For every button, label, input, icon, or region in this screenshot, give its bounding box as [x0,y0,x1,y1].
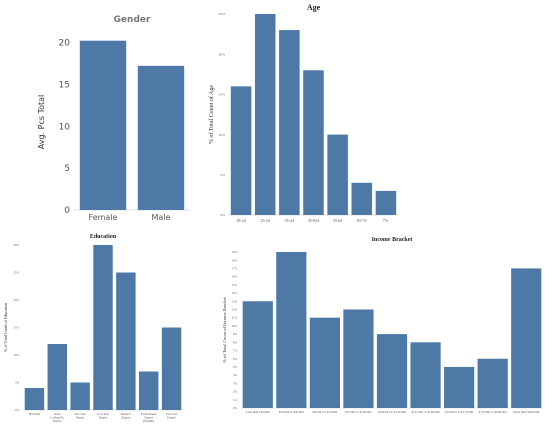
education-bar [116,272,136,410]
education-ytick-label: 10% [14,353,20,357]
age-category-label: 75+ [383,218,390,223]
gender-ytick-label: 20 [59,39,71,49]
income-ytick-label: 1% [233,398,238,402]
education-ylabel: % of Total Count of Education [3,303,8,352]
age-ytick-label: 10% [219,133,226,137]
education-category-label: Some College/No Degree [50,412,64,423]
income-ytick-label: 19% [232,250,238,254]
education-bar [93,245,113,410]
income-ytick-label: 15% [232,283,238,287]
income-bar [343,309,374,408]
income-category-label: $150,001 to $175,000 [445,410,473,415]
education-bar [139,371,159,410]
education-ytick-label: 5% [15,381,20,385]
age-category-label: 18-24 [236,218,245,223]
income-category-label: Less than $10,000 [246,410,270,415]
income-category-label: $100,001 to $125,000 [378,410,406,415]
age-category-label: 35-44 [285,218,294,223]
income-ytick-label: 2% [233,390,238,394]
income-bar [309,317,340,408]
income-category-label: More than $200,000 [513,410,539,415]
gender-category-label: Male [152,213,171,222]
income-ytick-label: 3% [233,381,238,385]
gender-ylabel: Avg. Pcs Total [37,95,46,150]
income-category-label: $75,001 to $100,000 [345,410,372,415]
education-title: Education [90,234,117,240]
age-bar [327,134,348,215]
education-category-label: Four Year Degree [97,412,109,419]
income-title: Income Bracket [372,237,413,243]
income-category-label: $175,001 to $200,000 [479,410,507,415]
gender-bar [79,40,127,211]
gender-ytick-label: 0 [64,206,70,216]
age-ytick-label: 20% [219,52,226,56]
age-bar [375,190,397,215]
age-ytick-label: 0% [220,213,225,217]
income-category-label: $10,000 to $50,000 [279,410,304,415]
age-ytick-label: 5% [220,173,225,177]
education-bar [47,344,67,410]
education-category-label: Master's Degree [121,412,132,419]
income-category-label: $125,001 to $150,000 [412,410,440,415]
income-ytick-label: 4% [233,373,238,377]
education-ytick-label: 25% [14,271,20,275]
education-ytick-label: 20% [14,298,20,302]
age-ytick-label: 25% [219,12,226,16]
age-bar [351,182,373,215]
income-ytick-label: 10% [232,324,238,328]
education-bar [161,327,182,410]
income-ytick-label: 14% [232,291,238,295]
income-bar [276,252,307,408]
income-ytick-label: 17% [232,266,238,270]
age-bar [303,70,324,215]
education-category-label: Two Year Degree [74,412,85,419]
income-ytick-label: 11% [232,316,238,320]
income-ytick-label: 16% [232,275,238,279]
age-title: Age [307,3,321,12]
income-ytick-label: 6% [233,357,238,361]
income-bar [477,358,508,408]
gender-bar [137,65,185,210]
age-bar [279,30,300,215]
income-ytick-label: 5% [233,365,238,369]
gender-ytick-label: 10 [59,122,71,132]
income-category-label: $50,001 to $75,000 [312,410,337,415]
age-category-label: 65-74 [357,218,366,223]
education-category-label: Doctoral Degree [166,412,177,419]
age-bar [230,86,252,215]
education-bar [70,382,90,410]
income-ytick-label: 12% [232,308,238,312]
age-category-label: 25-34 [261,218,270,223]
gender-ytick-label: 15 [59,80,70,90]
age-ylabel: % of Total Count of Age [208,85,215,144]
education-bar [24,388,45,410]
gender-category-label: Female [89,213,118,222]
income-bar [242,301,273,408]
age-category-label: 45-054 [308,218,319,223]
income-bar [376,334,408,408]
age-category-label: 55-64 [333,218,342,223]
education-ytick-label: 30% [14,243,20,247]
education-category-label: HS/GED [29,412,41,416]
income-ytick-label: 7% [233,349,238,353]
age-ytick-label: 15% [219,93,226,97]
gender-ytick-label: 5 [64,164,70,174]
income-ylabel: % of Total Count of Income Bracket [222,296,227,362]
income-ytick-label: 13% [232,299,238,303]
income-bar [511,268,542,408]
income-bar [410,342,441,408]
gender-title: Gender [114,15,151,25]
education-ytick-label: 15% [14,326,20,330]
education-category-label: Professional Degree (JD/MD) [141,412,156,423]
income-ytick-label: 9% [233,332,238,336]
education-ytick-label: 0% [15,408,20,412]
income-bar [444,366,475,408]
age-bar [254,14,276,215]
income-ytick-label: 8% [233,340,238,344]
income-ytick-label: 18% [232,258,238,262]
income-ytick-label: 0% [233,406,238,410]
